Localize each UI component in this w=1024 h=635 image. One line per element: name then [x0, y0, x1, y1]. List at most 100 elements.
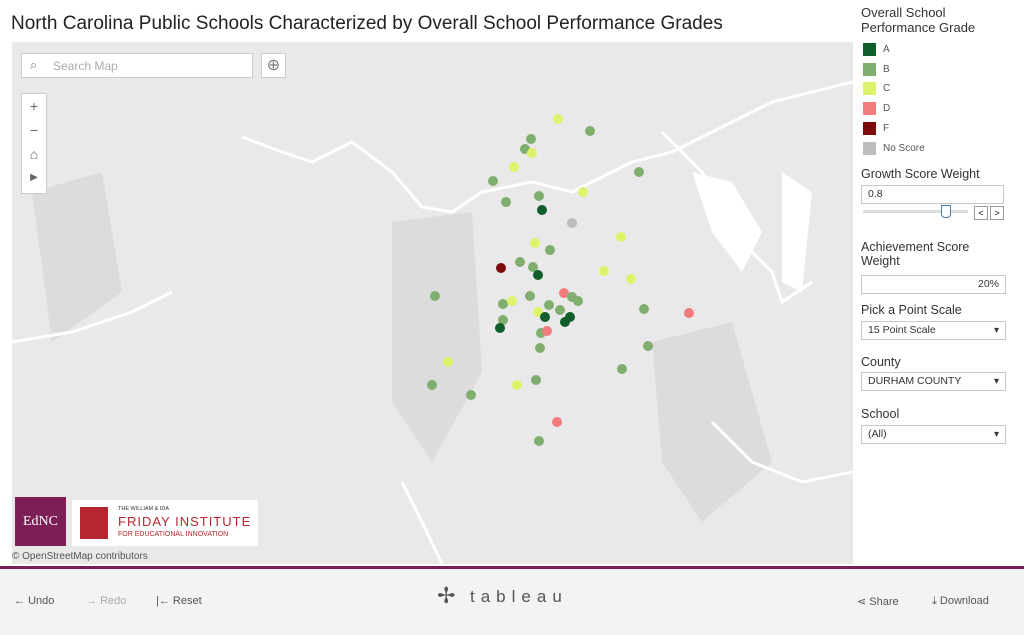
search-placeholder: Search Map — [53, 59, 118, 73]
share-button[interactable]: ⋖ Share — [857, 596, 899, 608]
school-dot[interactable] — [540, 312, 550, 322]
scale-dropdown[interactable]: 15 Point Scale — [861, 321, 1006, 340]
school-dot[interactable] — [616, 232, 626, 242]
school-dot[interactable] — [430, 291, 440, 301]
school-dot[interactable] — [578, 187, 588, 197]
school-dot[interactable] — [533, 270, 543, 280]
school-dot[interactable] — [507, 296, 517, 306]
school-dot[interactable] — [534, 191, 544, 201]
undo-label: Undo — [28, 595, 55, 607]
toolbar: ← Undo → Redo |← Reset ✢ tableau ⋖ Share… — [0, 569, 1024, 635]
legend-swatch[interactable] — [863, 102, 876, 116]
locate-button[interactable]: ⊕ — [261, 53, 286, 78]
friday-line1: THE WILLIAM & IDA — [118, 506, 170, 512]
school-dot[interactable] — [496, 263, 506, 273]
school-dot[interactable] — [567, 218, 577, 228]
undo-button[interactable]: ← Undo — [14, 595, 55, 607]
achievement-input[interactable]: 20% — [861, 275, 1006, 294]
legend-swatch[interactable] — [863, 43, 876, 56]
pan[interactable]: ▶ — [30, 172, 38, 183]
school-dot[interactable] — [552, 417, 562, 427]
school-dot[interactable] — [535, 343, 545, 353]
school-dot[interactable] — [498, 315, 508, 325]
slider-thumb[interactable] — [941, 205, 951, 218]
school-dot[interactable] — [527, 148, 537, 158]
school-dot[interactable] — [526, 134, 536, 144]
school-dot[interactable] — [525, 291, 535, 301]
legend-swatch[interactable] — [863, 141, 876, 155]
school-dot[interactable] — [509, 162, 519, 172]
school-dot[interactable] — [560, 317, 570, 327]
tableau-brand: tableau — [470, 587, 568, 606]
legend-title: Overall School Performance Grade — [861, 5, 976, 35]
school-dot[interactable] — [626, 274, 636, 284]
school-dropdown[interactable]: (All) — [861, 425, 1006, 444]
school-dot[interactable] — [531, 375, 541, 385]
legend-swatch[interactable] — [863, 62, 876, 76]
school-dot[interactable] — [512, 380, 522, 390]
title: North Carolina Public Schools Characteri… — [11, 13, 723, 34]
school-dot[interactable] — [639, 304, 649, 314]
reset-label: Reset — [172, 595, 202, 607]
home[interactable]: ⌂ — [29, 146, 39, 162]
legend-label[interactable]: No Score — [883, 142, 925, 154]
school-dot[interactable] — [542, 326, 552, 336]
school-dot[interactable] — [634, 167, 644, 177]
school-dot[interactable] — [537, 205, 547, 215]
zoom-out[interactable]: − — [29, 122, 39, 138]
school-dot[interactable] — [599, 266, 609, 276]
school-dot[interactable] — [643, 341, 653, 351]
redo-label: Redo — [100, 595, 127, 607]
legend-swatch[interactable] — [863, 82, 876, 96]
legend-label[interactable]: D — [883, 103, 891, 115]
achievement-label: Achievement Score Weight — [861, 240, 970, 268]
school-dot[interactable] — [545, 245, 555, 255]
scale-label: Pick a Point Scale — [861, 303, 962, 317]
search-box[interactable]: ⌕ Search Map — [21, 53, 253, 78]
school-dot[interactable] — [528, 262, 538, 272]
school-dot[interactable] — [488, 176, 498, 186]
zoom-in[interactable]: + — [29, 98, 39, 114]
map-controls: + − ⌂ ▶ — [21, 93, 47, 194]
school-dot[interactable] — [684, 308, 694, 318]
school-dot[interactable] — [495, 323, 505, 333]
school-dot[interactable] — [617, 364, 627, 374]
reset-button[interactable]: |← Reset — [156, 595, 202, 607]
friday-line2: FRIDAY INSTITUTE — [118, 514, 252, 529]
school-dot[interactable] — [534, 436, 544, 446]
friday-logo: THE WILLIAM & IDA FRIDAY INSTITUTE FOR E… — [72, 500, 258, 546]
school-dot[interactable] — [533, 307, 543, 317]
step-forward[interactable]: > — [990, 206, 1004, 220]
school-dot[interactable] — [530, 238, 540, 248]
redo-button[interactable]: → Redo — [86, 595, 127, 607]
legend-label[interactable]: F — [883, 122, 890, 134]
legend-label[interactable]: B — [883, 63, 890, 75]
legend-swatch[interactable] — [863, 121, 876, 135]
school-dot[interactable] — [443, 357, 453, 367]
school-dot[interactable] — [498, 299, 508, 309]
school-dot[interactable] — [544, 300, 554, 310]
school-dot[interactable] — [515, 257, 525, 267]
download-label: Download — [939, 595, 989, 607]
download-button[interactable]: ⤓ Download — [932, 595, 989, 607]
school-dot[interactable] — [427, 380, 437, 390]
school-dot[interactable] — [585, 126, 595, 136]
school-dot[interactable] — [501, 197, 511, 207]
county-dropdown[interactable]: DURHAM COUNTY — [861, 372, 1006, 391]
share-label: Share — [869, 596, 899, 608]
school-dot[interactable] — [553, 114, 563, 124]
school-dot[interactable] — [573, 296, 583, 306]
school-dot[interactable] — [466, 390, 476, 400]
school-label: School — [861, 407, 900, 421]
growth-slider[interactable] — [863, 210, 968, 213]
legend-label[interactable]: C — [883, 83, 891, 95]
school-dot[interactable] — [555, 305, 565, 315]
school-dot[interactable] — [559, 288, 569, 298]
map — [12, 42, 853, 564]
legend-label[interactable]: A — [883, 44, 890, 55]
tableau-icon: ✢ — [437, 583, 456, 608]
attribution: © OpenStreetMap contributors — [12, 551, 148, 562]
growth-label: Growth Score Weight — [861, 167, 980, 181]
growth-input[interactable]: 0.8 — [861, 185, 1004, 204]
step-back[interactable]: < — [974, 206, 988, 220]
